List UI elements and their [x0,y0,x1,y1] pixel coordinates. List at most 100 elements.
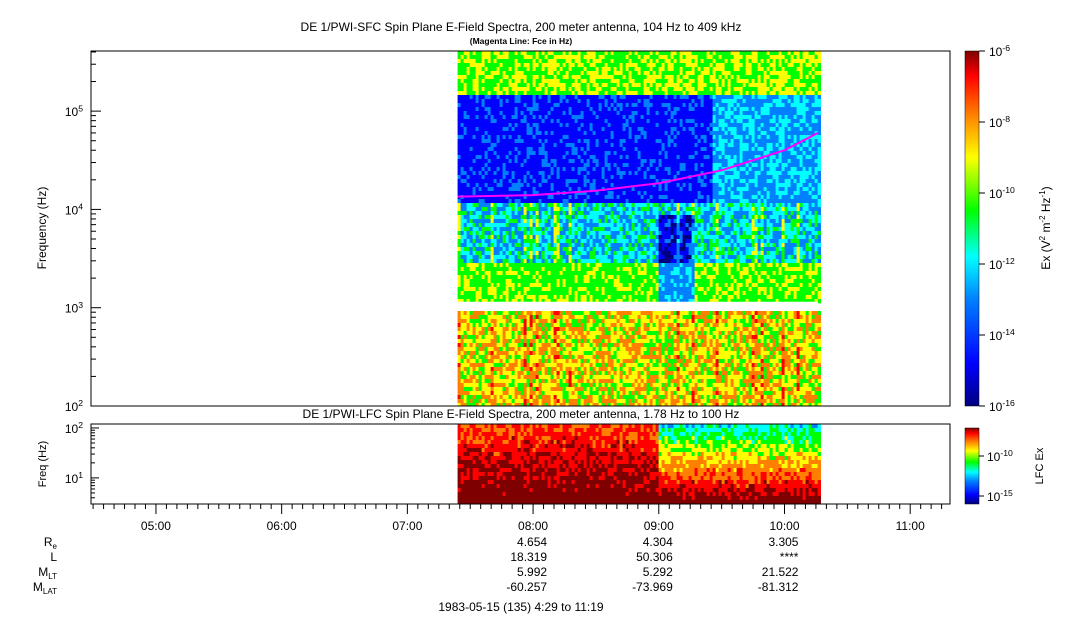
sfc-heat-cell [472,379,476,384]
sfc-heat-cell [499,243,503,248]
sfc-heat-cell [574,323,578,328]
sfc-heat-cell [520,347,524,352]
sfc-heat-cell [595,183,599,188]
sfc-heat-cell [571,387,575,392]
sfc-heat-cell [574,79,578,84]
sfc-heat-cell [499,367,503,372]
sfc-heat-cell [457,227,461,232]
sfc-heat-cell [496,267,500,272]
sfc-heat-cell [502,207,506,212]
sfc-heat-cell [553,343,557,348]
sfc-heat-cell [490,135,494,140]
sfc-heat-cell [583,163,587,168]
sfc-heat-cell [526,103,530,108]
sfc-heat-cell [466,155,470,160]
sfc-heat-cell [481,235,485,240]
sfc-heat-cell [529,99,533,104]
sfc-heat-cell [511,187,515,192]
sfc-heat-cell [490,359,494,364]
sfc-heat-cell [478,279,482,284]
sfc-heat-cell [499,103,503,108]
sfc-heat-cell [502,239,506,244]
sfc-heat-cell [508,251,512,256]
sfc-heat-cell [457,339,461,344]
sfc-heat-cell [481,259,485,264]
sfc-heat-cell [598,111,602,116]
sfc-heat-cell [559,375,563,380]
sfc-heat-cell [562,103,566,108]
sfc-heat-cell [550,271,554,276]
sfc-heat-cell [592,207,596,212]
sfc-heat-cell [622,263,626,268]
sfc-heat-cell [592,363,596,368]
sfc-heat-cell [574,359,578,364]
sfc-heat-cell [577,227,581,232]
sfc-heat-cell [586,107,590,112]
sfc-heat-cell [544,227,548,232]
sfc-heat-cell [508,331,512,336]
sfc-heat-cell [553,207,557,212]
sfc-heat-cell [529,359,533,364]
sfc-heat-cell [580,331,584,336]
sfc-heat-cell [559,383,563,388]
sfc-heat-cell [499,91,503,96]
sfc-heat-cell [589,171,593,176]
sfc-heat-cell [565,79,569,84]
sfc-heat-cell [574,351,578,356]
sfc-heat-cell [496,231,500,236]
sfc-heat-cell [490,103,494,108]
sfc-heat-cell [565,391,569,396]
sfc-heat-cell [538,211,542,216]
sfc-heat-cell [526,215,530,220]
sfc-heat-cell [565,403,569,406]
sfc-heat-cell [478,147,482,152]
sfc-heat-cell [577,319,581,324]
sfc-heat-cell [553,255,557,260]
sfc-heat-cell [553,195,557,200]
sfc-heat-cell [457,287,461,292]
sfc-heat-cell [532,275,536,280]
sfc-heat-cell [562,283,566,288]
sfc-heat-cell [502,331,506,336]
sfc-heat-cell [526,155,530,160]
sfc-heat-cell [532,107,536,112]
sfc-heat-cell [490,179,494,184]
sfc-heat-cell [544,115,548,120]
sfc-heat-cell [583,251,587,256]
sfc-heat-cell [496,183,500,188]
sfc-heat-cell [598,195,602,200]
sfc-heat-cell [628,191,632,196]
sfc-heat-cell [475,259,479,264]
sfc-heat-cell [463,75,467,80]
sfc-heat-cell [535,355,539,360]
sfc-heat-cell [556,83,560,88]
sfc-heat-cell [583,127,587,132]
sfc-heat-cell [526,347,530,352]
sfc-heat-cell [613,79,617,84]
sfc-heat-cell [466,87,470,92]
sfc-heat-cell [535,291,539,296]
sfc-heat-cell [511,295,515,300]
sfc-heat-cell [571,355,575,360]
sfc-heat-cell [604,139,608,144]
sfc-heat-cell [619,399,623,404]
sfc-heat-cell [619,323,623,328]
sfc-heat-cell [607,287,611,292]
sfc-heat-cell [463,135,467,140]
sfc-heat-cell [571,87,575,92]
sfc-heat-cell [616,391,620,396]
sfc-heat-cell [556,327,560,332]
sfc-heat-cell [472,103,476,108]
sfc-heat-cell [589,363,593,368]
sfc-heat-cell [619,271,623,276]
sfc-heat-cell [553,403,557,406]
sfc-heat-cell [538,395,542,400]
sfc-heat-cell [559,359,563,364]
sfc-heat-cell [601,259,605,264]
sfc-heat-cell [625,231,629,236]
sfc-heat-cell [535,63,539,68]
sfc-heat-cell [514,95,518,100]
sfc-heat-cell [601,175,605,180]
sfc-heat-cell [523,335,527,340]
sfc-heat-cell [472,135,476,140]
